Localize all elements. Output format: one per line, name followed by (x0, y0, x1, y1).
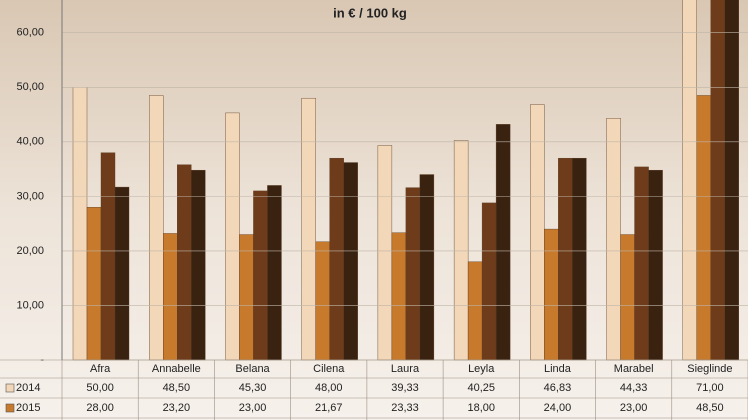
legend-swatch (5, 383, 15, 393)
table-value: 45,30 (239, 382, 267, 394)
table-value: 23,00 (620, 402, 648, 414)
bar (405, 187, 421, 361)
y-tick-label: 60,00 (16, 27, 44, 39)
table-value: 46,83 (544, 382, 572, 394)
bar (315, 241, 330, 361)
y-tick-label: 20,00 (16, 245, 44, 257)
bar (696, 95, 711, 361)
x-tick-label: Belana (235, 363, 270, 375)
bar (114, 186, 130, 361)
table-value: 48,00 (315, 382, 343, 394)
bar (530, 104, 545, 361)
bar (606, 117, 621, 361)
table-value: 71,00 (696, 382, 724, 394)
x-tick-label: Linda (544, 363, 572, 375)
bar (267, 185, 282, 361)
bar (682, 0, 697, 361)
bar (648, 169, 663, 361)
bar (86, 207, 102, 361)
table-value: 48,50 (696, 402, 724, 414)
table-value: 50,00 (86, 382, 114, 394)
bar (329, 157, 344, 361)
table-value: 21,67 (315, 402, 343, 414)
x-tick-label: Marabel (614, 363, 654, 375)
legend-swatch (5, 403, 15, 413)
table-value: 39,33 (391, 382, 419, 394)
legend-label: 2015 (16, 402, 40, 414)
bar (191, 169, 206, 361)
bar (343, 162, 358, 361)
bar (100, 152, 116, 361)
bar (634, 166, 649, 361)
bar (301, 97, 316, 361)
bar (72, 87, 88, 361)
table-value: 44,33 (620, 382, 648, 394)
bar (495, 124, 511, 361)
table-value: 23,33 (391, 402, 419, 414)
bar (620, 234, 635, 361)
bar (225, 112, 240, 361)
bar (149, 95, 164, 361)
table-value: 18,00 (467, 402, 495, 414)
y-tick-label: 40,00 (16, 136, 44, 148)
table-value: 40,25 (467, 382, 495, 394)
bar (544, 228, 559, 361)
y-tick-label: 10,00 (16, 299, 44, 311)
table-value: 24,00 (544, 402, 572, 414)
chart-subtitle: in € / 100 kg (333, 5, 407, 20)
y-tick-label: 50,00 (16, 81, 44, 93)
x-tick-label: Annabelle (152, 363, 201, 375)
bar (558, 157, 573, 361)
legend-label: 2014 (16, 382, 40, 394)
bar (710, 0, 725, 361)
x-tick-label: Cilena (313, 363, 345, 375)
x-tick-label: Laura (391, 363, 420, 375)
plot-area (72, 0, 739, 361)
bar (467, 261, 483, 361)
bar (724, 0, 739, 361)
bar (572, 157, 587, 361)
x-tick-label: Sieglinde (687, 363, 732, 375)
bar (481, 202, 497, 361)
bar (253, 190, 268, 361)
x-tick-label: Leyla (468, 363, 495, 375)
bar (419, 174, 435, 361)
bar (391, 232, 407, 361)
table-value: 23,00 (239, 402, 267, 414)
bar (163, 233, 178, 361)
table-value: 48,50 (163, 382, 191, 394)
bar (377, 145, 393, 361)
bar (239, 234, 254, 361)
bar (453, 140, 469, 361)
bar (177, 164, 192, 361)
table-value: 23,20 (163, 402, 191, 414)
y-tick-label: 30,00 (16, 190, 44, 202)
x-tick-label: Afra (90, 363, 111, 375)
table-value: 28,00 (86, 402, 114, 414)
